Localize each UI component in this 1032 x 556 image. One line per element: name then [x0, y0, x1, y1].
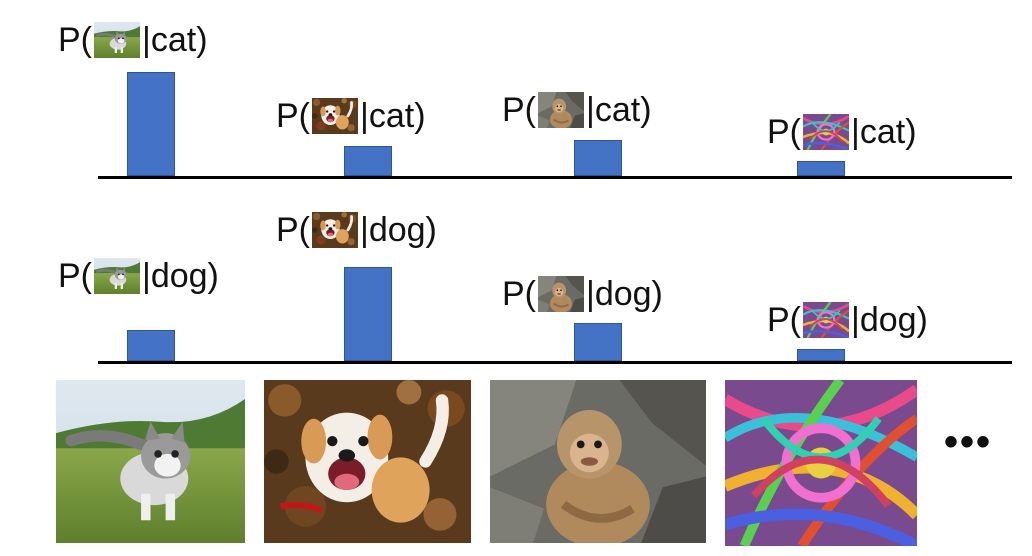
bar-cat-monkey [574, 140, 622, 176]
label-suffix: |dog) [851, 301, 928, 339]
label-prefix: P( [767, 113, 801, 151]
monkey-thumbnail [538, 92, 584, 128]
noise-photo [725, 380, 917, 546]
monkey-photo [490, 380, 706, 543]
label-suffix: |cat) [360, 97, 426, 135]
kitten-photo [56, 380, 245, 543]
bar-cat-noise [797, 161, 845, 176]
dog-photo [264, 380, 471, 543]
bar-dog-noise [797, 349, 845, 361]
label-suffix: |dog) [586, 275, 663, 313]
ellipsis: ••• [944, 420, 993, 464]
label-prefix: P( [276, 97, 310, 135]
noise-thumbnail [803, 114, 849, 150]
label-dog-noise: P( |dog) [767, 302, 928, 338]
label-dog-kitten: P( |dog) [58, 258, 219, 294]
label-prefix: P( [767, 301, 801, 339]
label-prefix: P( [502, 91, 536, 129]
label-suffix: |cat) [851, 113, 917, 151]
label-cat-kitten: P( |cat) [58, 22, 208, 58]
label-suffix: |cat) [586, 91, 652, 129]
bar-dog-monkey [574, 323, 622, 361]
kitten-thumbnail [94, 258, 140, 294]
label-prefix: P( [502, 275, 536, 313]
bar-cat-kitten [127, 72, 175, 176]
label-suffix: |dog) [142, 257, 219, 295]
dog-thumbnail [312, 212, 358, 248]
label-suffix: |dog) [360, 211, 437, 249]
label-cat-monkey: P( |cat) [502, 92, 652, 128]
label-prefix: P( [276, 211, 310, 249]
label-cat-dog: P( |cat) [276, 98, 426, 134]
monkey-thumbnail [538, 276, 584, 312]
label-prefix: P( [58, 257, 92, 295]
label-cat-noise: P( |cat) [767, 114, 917, 150]
label-dog-dog: P( |dog) [276, 212, 437, 248]
bar-cat-dog [344, 146, 392, 176]
bar-dog-dog [344, 267, 392, 361]
label-suffix: |cat) [142, 21, 208, 59]
noise-thumbnail [803, 302, 849, 338]
dog-row-axis [98, 361, 1012, 364]
dog-thumbnail [312, 98, 358, 134]
cat-row-axis [98, 176, 1012, 179]
label-prefix: P( [58, 21, 92, 59]
label-dog-monkey: P( |dog) [502, 276, 663, 312]
kitten-thumbnail [94, 22, 140, 58]
bar-dog-kitten [127, 330, 175, 361]
